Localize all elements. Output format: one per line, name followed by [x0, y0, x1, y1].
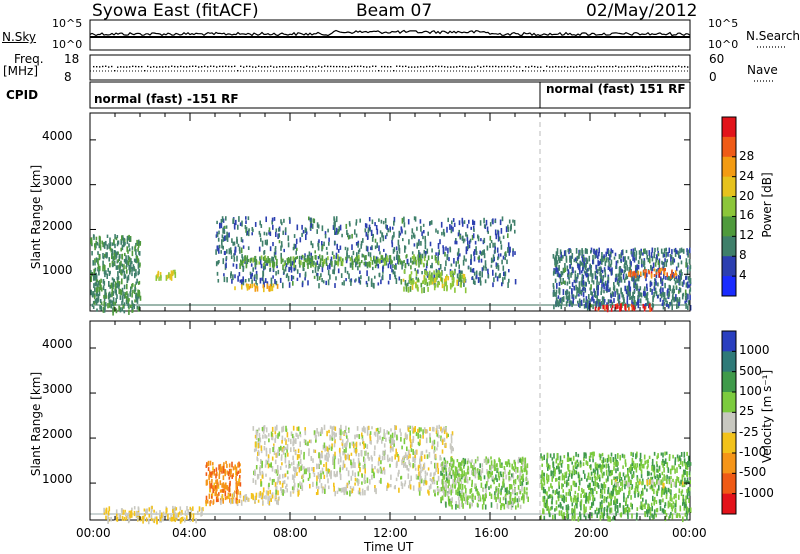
- power-colorbar-tick-label: 8: [739, 248, 747, 263]
- velocity-scatter-region-3: [252, 424, 454, 497]
- beam-title: Beam 07: [356, 1, 433, 21]
- velocity-colorbar-tick-label: -25: [739, 424, 759, 439]
- nsky-label: N.Sky: [2, 30, 37, 44]
- velocity-ytick-4000: 4000: [42, 337, 73, 351]
- power-scatter-region-7: [594, 303, 653, 313]
- power-colorbar-tick-label: 20: [739, 188, 755, 203]
- velocity-colorbar-tick-label: -100: [739, 445, 767, 459]
- freq-series-dots: [93, 65, 689, 72]
- nsearch-tick-top: 10^5: [708, 17, 739, 30]
- nave-tick-bottom: 0: [709, 70, 717, 84]
- velocity-ytick-3000: 3000: [42, 382, 73, 396]
- xtick-0800: 08:00: [273, 526, 308, 540]
- velocity-colorbar-band: [722, 493, 736, 515]
- power-colorbar-tick-label: 16: [739, 208, 755, 223]
- velocity-colorbar-band: [722, 331, 736, 352]
- power-colorbar-band: [722, 156, 736, 178]
- power-scatter-region-3: [240, 254, 440, 269]
- xtick-2400: 00:00: [672, 526, 707, 540]
- station-title: Syowa East (fitACF): [92, 1, 259, 21]
- nsky-series-line: [89, 29, 691, 37]
- velocity-colorbar-tick-label: -500: [739, 465, 767, 480]
- power-scatter-region-1: [155, 269, 177, 281]
- velocity-colorbar-tick-label: 500: [739, 363, 762, 378]
- freq-panel-frame: [89, 54, 691, 81]
- velocity-scatter-region-6: [615, 478, 685, 489]
- power-colorbar-band: [722, 256, 736, 277]
- cpid-panel-frame: [89, 81, 691, 109]
- power-colorbar-band: [722, 136, 736, 158]
- power-colorbar-tick-label: 4: [739, 268, 747, 283]
- velocity-colorbar-band: [722, 473, 736, 495]
- nave-label: Nave: [747, 63, 778, 77]
- power-colorbar-band: [722, 216, 736, 237]
- velocity-colorbar-band: [722, 453, 736, 474]
- xtick-0400: 04:00: [172, 526, 207, 540]
- velocity-scatter-region-5: [540, 451, 692, 523]
- velocity-scatter-region-2: [220, 492, 280, 507]
- power-ytick-1000: 1000: [42, 263, 73, 277]
- power-colorbar-band: [722, 276, 736, 297]
- velocity-colorbar-band: [722, 412, 736, 434]
- power-scatter-region-4: [234, 283, 279, 293]
- cpid-label: CPID: [6, 88, 39, 102]
- xtick-2000: 20:00: [574, 526, 609, 540]
- nsearch-label: N.Search: [746, 29, 800, 43]
- xtick-1200: 12:00: [373, 526, 408, 540]
- power-colorbar-frame: [721, 116, 737, 297]
- velocity-scatter-region-0: [103, 505, 204, 525]
- power-ytick-3000: 3000: [42, 174, 73, 188]
- power-colorbar-tick-label: 28: [739, 148, 755, 163]
- freq-label-2: [MHz]: [3, 64, 39, 78]
- xtick-0000: 00:00: [76, 526, 111, 540]
- velocity-colorbar-band: [722, 351, 736, 373]
- xtick-1600: 16:00: [474, 526, 509, 540]
- velocity-colorbar-band: [722, 432, 736, 454]
- velocity-colorbar-band: [722, 392, 736, 413]
- nave-tick-top: 60: [709, 52, 725, 66]
- velocity-colorbar-tick-label: 100: [739, 384, 762, 398]
- freq-tick-top: 18: [64, 52, 80, 66]
- power-colorbar-tick-label: 12: [739, 228, 755, 243]
- freq-tick-bottom: 8: [64, 70, 72, 84]
- velocity-colorbar-tick-label: 25: [739, 404, 755, 419]
- nsky-tick-bottom: 10^0: [52, 38, 83, 51]
- power-colorbar-band: [722, 236, 736, 257]
- nsearch-tick-bottom: 10^0: [708, 38, 739, 51]
- velocity-colorbar-band: [722, 371, 736, 393]
- power-colorbar-band: [722, 176, 736, 198]
- velocity-ytick-1000: 1000: [42, 472, 73, 486]
- velocity-colorbar-tick-label: 1000: [739, 343, 770, 358]
- date-title: 02/May/2012: [586, 1, 698, 21]
- power-colorbar-band: [722, 117, 736, 138]
- power-ytick-4000: 4000: [42, 129, 73, 143]
- power-scatter-region-5: [402, 270, 467, 294]
- power-ytick-2000: 2000: [42, 219, 73, 233]
- power-scatter-region-0: [90, 234, 142, 316]
- velocity-ytick-2000: 2000: [42, 427, 73, 441]
- xaxis-label: Time UT: [364, 540, 414, 554]
- cpid-segment-2: normal (fast) 151 RF: [546, 82, 686, 96]
- freq-label-1: Freq.: [14, 52, 44, 66]
- power-colorbar-tick-label: 24: [739, 168, 755, 183]
- velocity-colorbar-tick-label: -1000: [739, 485, 774, 500]
- nsky-tick-top: 10^5: [52, 17, 83, 30]
- power-scatter-region-8: [628, 267, 678, 279]
- power-colorbar-band: [722, 196, 736, 217]
- velocity-scatter-region-4: [440, 456, 529, 511]
- cpid-segment-1: normal (fast) -151 RF: [94, 92, 239, 106]
- power-scatter-region-6: [552, 247, 692, 311]
- velocity-colorbar-frame: [721, 330, 737, 515]
